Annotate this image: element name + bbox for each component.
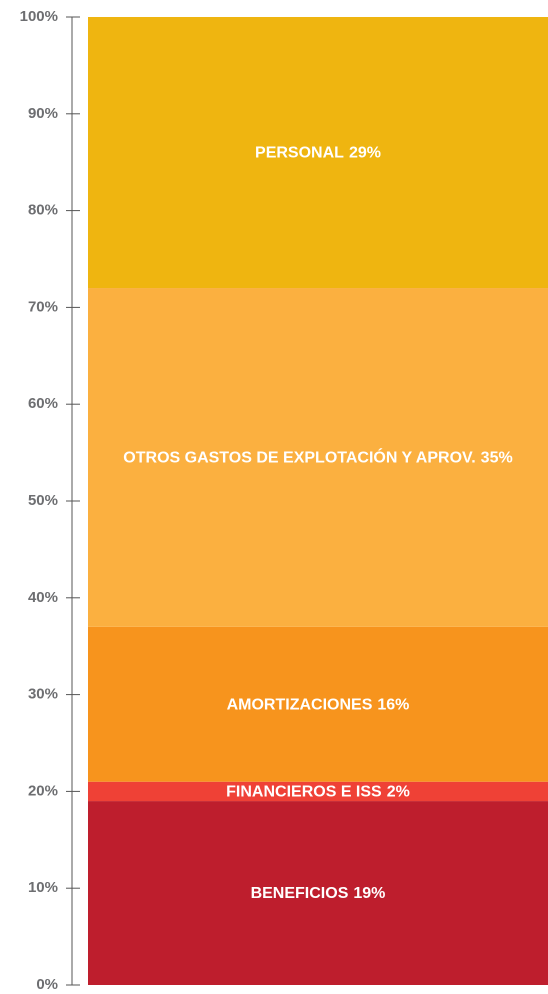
segment-value: 29%: [349, 145, 381, 162]
bar-segment: [88, 626, 548, 782]
y-tick-label: 70%: [28, 298, 58, 315]
y-tick-label: 80%: [28, 202, 58, 219]
segment-name: FINANCIEROS E ISS: [226, 784, 382, 801]
y-tick-label: 20%: [28, 782, 58, 799]
segment-name: OTROS GASTOS DE EXPLOTACIÓN Y APROV.: [123, 448, 475, 467]
segment-label: PERSONAL 29%: [255, 145, 381, 162]
bar-segment: [88, 801, 548, 985]
segment-label: FINANCIEROS E ISS 2%: [226, 784, 410, 801]
segment-label: OTROS GASTOS DE EXPLOTACIÓN Y APROV. 35%: [123, 448, 512, 467]
y-tick-label: 40%: [28, 589, 58, 606]
segment-value: 19%: [353, 885, 385, 902]
y-tick-label: 90%: [28, 105, 58, 122]
segment-label: BENEFICIOS 19%: [251, 885, 386, 902]
segment-name: BENEFICIOS: [251, 885, 349, 902]
y-tick-label: 10%: [28, 879, 58, 896]
y-tick-label: 60%: [28, 395, 58, 412]
segment-label: AMORTIZACIONES 16%: [227, 696, 410, 713]
y-tick-label: 50%: [28, 492, 58, 509]
y-tick-label: 30%: [28, 686, 58, 703]
y-tick-label: 100%: [20, 8, 58, 25]
bar-segment: [88, 288, 548, 627]
segment-value: 2%: [387, 784, 410, 801]
bar-group: [88, 17, 548, 985]
bar-segment: [88, 781, 548, 802]
segment-name: PERSONAL: [255, 145, 344, 162]
segment-name: AMORTIZACIONES: [227, 696, 373, 713]
segment-value: 16%: [377, 696, 409, 713]
segment-value: 35%: [481, 450, 513, 467]
y-tick-label: 0%: [36, 976, 58, 993]
bar-segment: [88, 17, 548, 289]
